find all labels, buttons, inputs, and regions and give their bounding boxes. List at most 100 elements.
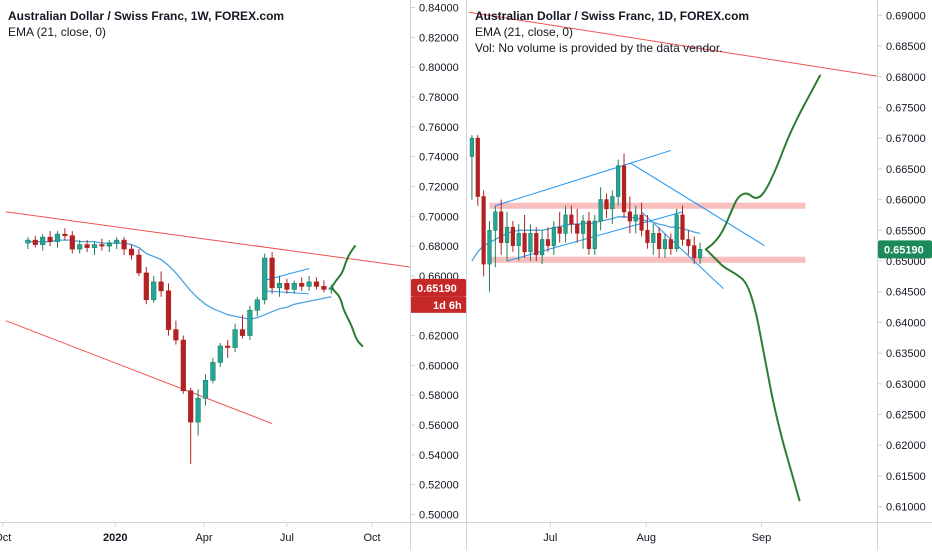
left-chart-title: Australian Dollar / Swiss Franc, 1W, FOR…	[8, 9, 285, 23]
left-candle-body	[225, 345, 231, 348]
left-candle-body	[313, 281, 320, 287]
right-projection-up	[704, 74, 821, 251]
left-candle-body	[247, 309, 253, 336]
left-candle-body	[254, 299, 260, 311]
right-indicator-label: EMA (21, close, 0)	[475, 25, 574, 39]
left-candle-body	[106, 242, 112, 247]
right-chart-title: Australian Dollar / Swiss Franc, 1D, FOR…	[475, 9, 750, 23]
right-candle-body	[645, 229, 650, 243]
left-y-tick-label: 0.72000	[419, 181, 459, 193]
right-legend: Australian Dollar / Swiss Franc, 1D, FOR…	[475, 8, 749, 56]
left-y-tick-label: 0.50000	[419, 510, 459, 522]
left-plot-area	[5, 211, 410, 464]
right-y-tick-label: 0.68000	[886, 72, 926, 84]
left-candle-body	[269, 257, 275, 289]
left-candle-body	[47, 236, 53, 242]
left-candle-body	[173, 329, 179, 341]
right-candle-body	[580, 220, 586, 234]
left-candle-body	[84, 244, 90, 248]
left-candle-body	[232, 329, 238, 348]
right-x-tick-label: Aug	[636, 532, 656, 544]
right-y-tick-label: 0.67500	[886, 102, 926, 114]
left-candle-body	[40, 236, 46, 245]
right-candle-body	[469, 137, 475, 157]
right-candle-body	[475, 137, 480, 197]
left-y-tick-label: 0.76000	[419, 122, 459, 134]
right-candle-body	[657, 233, 662, 250]
right-y-tick-label: 0.63500	[886, 348, 926, 360]
right-candle-body	[616, 165, 621, 197]
lower-trendline	[5, 320, 273, 425]
left-candle-body	[114, 239, 120, 244]
right-candle-body	[510, 226, 515, 246]
right-y-tick-label: 0.61000	[886, 502, 926, 514]
right-candle-body	[534, 233, 539, 256]
left-candle-body	[62, 233, 68, 236]
left-y-tick-label: 0.80000	[419, 62, 459, 74]
right-ema-line	[471, 216, 701, 262]
left-y-tick-label: 0.78000	[419, 92, 459, 104]
right-candle-body	[557, 226, 562, 234]
left-candle-body	[143, 272, 149, 301]
left-y-tick-label: 0.82000	[419, 32, 459, 44]
right-candle-body	[592, 220, 597, 250]
left-candle-body	[136, 254, 142, 274]
right-y-tick-label: 0.66000	[886, 195, 926, 207]
left-candle-body	[25, 239, 31, 244]
right-candle-body	[662, 239, 668, 250]
right-candle-body	[540, 239, 545, 256]
left-candle-body	[99, 244, 105, 247]
right-candle-body	[598, 199, 603, 222]
left-x-tick-label: Oct	[0, 532, 11, 544]
right-candle-body	[551, 226, 556, 246]
left-x-tick-label: 2020	[103, 532, 127, 544]
right-candle-body	[563, 214, 568, 234]
left-y-tick-label: 0.74000	[419, 152, 459, 164]
right-plot-group: 0.69000 0.68500 0.68000 0.67500 0.67000 0.665…	[468, 10, 932, 544]
left-price-tag-label: 0.65190	[417, 283, 457, 295]
right-y-tick-label: 0.67000	[886, 133, 926, 145]
left-candle-body	[291, 283, 297, 290]
left-candle-body	[91, 244, 98, 248]
right-volume-note: Vol: No volume is provided by the data v…	[475, 41, 723, 55]
right-candle-body	[604, 199, 609, 210]
left-x-tick-label: Apr	[195, 532, 212, 544]
left-candle-body	[262, 257, 268, 301]
left-projection-down	[330, 286, 364, 347]
left-candle-body	[69, 235, 75, 250]
left-x-tick-label: Oct	[363, 532, 380, 544]
right-candle-body	[575, 223, 580, 234]
right-candle-body	[668, 239, 673, 250]
right-candle-body	[680, 214, 685, 240]
right-candle-body	[481, 196, 486, 265]
right-candle-body	[686, 239, 691, 246]
left-legend: Australian Dollar / Swiss Franc, 1W, FOR…	[8, 8, 284, 40]
left-candle-body	[217, 345, 223, 363]
left-candle-body	[54, 233, 61, 242]
left-candle-body	[77, 244, 83, 250]
channel-up-upper	[495, 149, 671, 207]
left-countdown-label: 1d 6h	[433, 300, 462, 312]
left-candle-body	[306, 281, 312, 287]
left-y-tick-label: 0.60000	[419, 360, 459, 372]
right-y-tick-label: 0.63000	[886, 379, 926, 391]
left-candle-body	[121, 239, 127, 250]
left-price-tag	[411, 278, 466, 297]
right-candle-body	[493, 211, 498, 231]
left-candle-body	[195, 397, 201, 423]
right-projection-down	[704, 248, 801, 502]
left-candle-body	[276, 283, 283, 289]
left-plot-group: 0.84000 0.82000 0.80000 0.78000 0.76000 0.740…	[0, 2, 466, 544]
right-candle-body	[697, 249, 703, 259]
channel-down-upper	[629, 162, 765, 247]
resistance-zone	[489, 202, 806, 209]
left-y-tick-label: 0.52000	[419, 480, 459, 492]
right-candle-body	[621, 165, 627, 213]
left-candle-body	[210, 362, 216, 381]
right-y-tick-label: 0.68500	[886, 41, 926, 53]
right-candle-body	[528, 233, 533, 253]
left-candle-body	[188, 390, 194, 423]
left-candle-body	[151, 281, 157, 301]
